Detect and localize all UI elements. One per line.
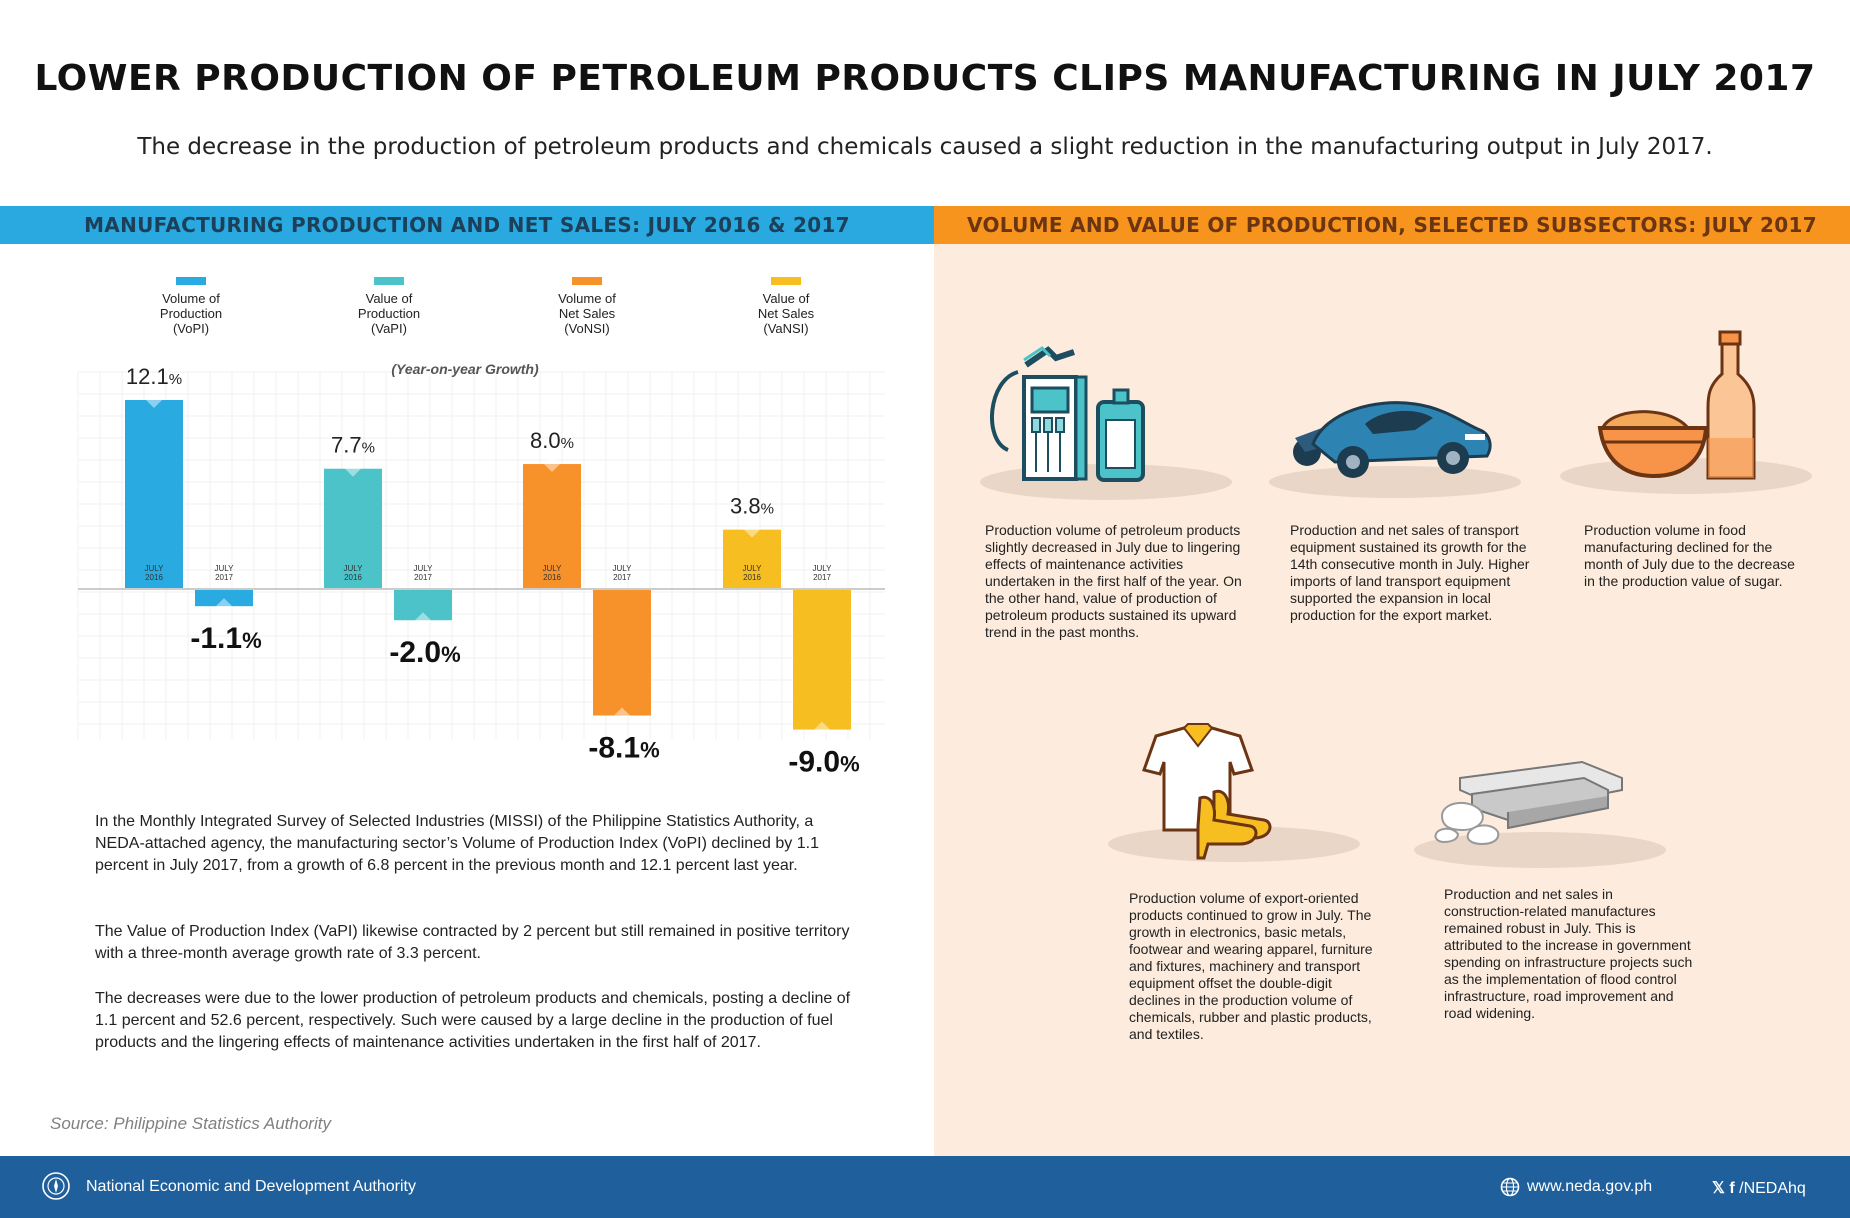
legend-label: Production <box>358 306 420 321</box>
category-label: JULY <box>215 564 235 573</box>
legend-label: (VaNSI) <box>763 321 808 336</box>
org-name: National Economic and Development Author… <box>86 1178 416 1195</box>
chart-subtitle: (Year-on-year Growth) <box>391 361 539 377</box>
bar <box>324 468 382 589</box>
construction-description: Production and net sales in construction… <box>1444 886 1693 1021</box>
value-label: -1.1% <box>190 622 261 655</box>
value-marker <box>415 612 431 629</box>
value-marker <box>146 392 162 408</box>
social-handle[interactable]: 𝕏 f /NEDAhq <box>1712 1180 1806 1197</box>
export-description: Production volume of export-oriented pro… <box>1129 890 1373 1042</box>
category-label: 2017 <box>613 573 631 582</box>
legend-swatch <box>572 277 602 285</box>
page-title: LOWER PRODUCTION OF PETROLEUM PRODUCTS C… <box>34 58 1816 99</box>
legend-label: Value of <box>366 291 413 306</box>
category-label: JULY <box>743 564 763 573</box>
legend-label: (VoPI) <box>173 321 209 336</box>
category-label: 2017 <box>215 573 233 582</box>
bar <box>593 589 651 716</box>
value-marker <box>345 460 361 477</box>
twitter-icon: 𝕏 <box>1712 1180 1725 1197</box>
page-subtitle: The decrease in the production of petrol… <box>137 134 1713 160</box>
legend-label: Volume of <box>162 291 220 306</box>
left-section-heading: MANUFACTURING PRODUCTION AND NET SALES: … <box>0 206 934 244</box>
category-label: JULY <box>145 564 165 573</box>
category-label: 2016 <box>743 573 761 582</box>
category-label: 2017 <box>414 573 432 582</box>
steel-beams-rocks-icon <box>1412 750 1672 880</box>
value-label: 3.8% <box>730 494 774 519</box>
website-link[interactable]: www.neda.gov.ph <box>1527 1178 1653 1195</box>
category-label: JULY <box>613 564 633 573</box>
bar <box>195 589 253 607</box>
category-label: 2016 <box>344 573 362 582</box>
value-label: 7.7% <box>331 433 375 458</box>
source-note: Source: Philippine Statistics Authority <box>50 1114 331 1133</box>
value-label: 12.1% <box>126 364 182 389</box>
legend-label: Net Sales <box>559 306 616 321</box>
fuel-pump-icon <box>978 330 1238 505</box>
category-label: JULY <box>414 564 434 573</box>
bar <box>125 400 183 589</box>
category-label: JULY <box>543 564 563 573</box>
car-motorcycle-icon <box>1265 390 1525 505</box>
category-label: JULY <box>344 564 364 573</box>
bar <box>793 589 851 730</box>
category-label: 2016 <box>145 573 163 582</box>
transport-description: Production and net sales of transport eq… <box>1290 522 1530 623</box>
category-label: 2016 <box>543 573 561 582</box>
legend-label: Net Sales <box>758 306 815 321</box>
value-label: 8.0% <box>530 428 574 453</box>
body-paragraph-2: The Value of Production Index (VaPI) lik… <box>95 923 850 962</box>
growth-bar-chart: (Year-on-year Growth)Volume ofProduction… <box>77 277 885 779</box>
body-paragraph-3: The decreases were due to the lower prod… <box>95 990 851 1051</box>
bar <box>523 464 581 589</box>
food-description: Production volume in food manufacturing … <box>1584 522 1795 589</box>
category-label: JULY <box>813 564 833 573</box>
legend-label: Volume of <box>558 291 616 306</box>
legend-swatch <box>771 277 801 285</box>
footer-bar: National Economic and Development Author… <box>0 1156 1850 1218</box>
neda-seal-icon <box>42 1172 70 1200</box>
bar <box>394 589 452 621</box>
shirt-shoes-icon <box>1104 722 1364 872</box>
value-label: -2.0% <box>389 636 460 669</box>
legend-label: (VoNSI) <box>564 321 610 336</box>
category-label: 2017 <box>813 573 831 582</box>
petroleum-description: Production volume of petroleum products … <box>985 522 1242 640</box>
value-marker <box>216 598 232 615</box>
bar <box>723 529 781 589</box>
legend-swatch <box>176 277 206 285</box>
globe-icon <box>1500 1177 1520 1197</box>
legend-swatch <box>374 277 404 285</box>
value-marker <box>814 721 830 738</box>
facebook-icon: f <box>1729 1180 1740 1197</box>
legend-label: Production <box>160 306 222 321</box>
value-label: -8.1% <box>588 732 659 765</box>
value-marker <box>544 456 560 473</box>
value-marker <box>614 707 630 724</box>
legend-label: (VaPI) <box>371 321 407 336</box>
food-bowl-bottle-icon <box>1558 328 1816 503</box>
right-section-heading: VOLUME AND VALUE OF PRODUCTION, SELECTED… <box>934 206 1850 244</box>
value-marker <box>744 521 760 538</box>
legend-label: Value of <box>763 291 810 306</box>
value-label: -9.0% <box>788 746 859 779</box>
right-panel-background <box>934 206 1850 1156</box>
body-paragraph-1: In the Monthly Integrated Survey of Sele… <box>95 813 819 874</box>
